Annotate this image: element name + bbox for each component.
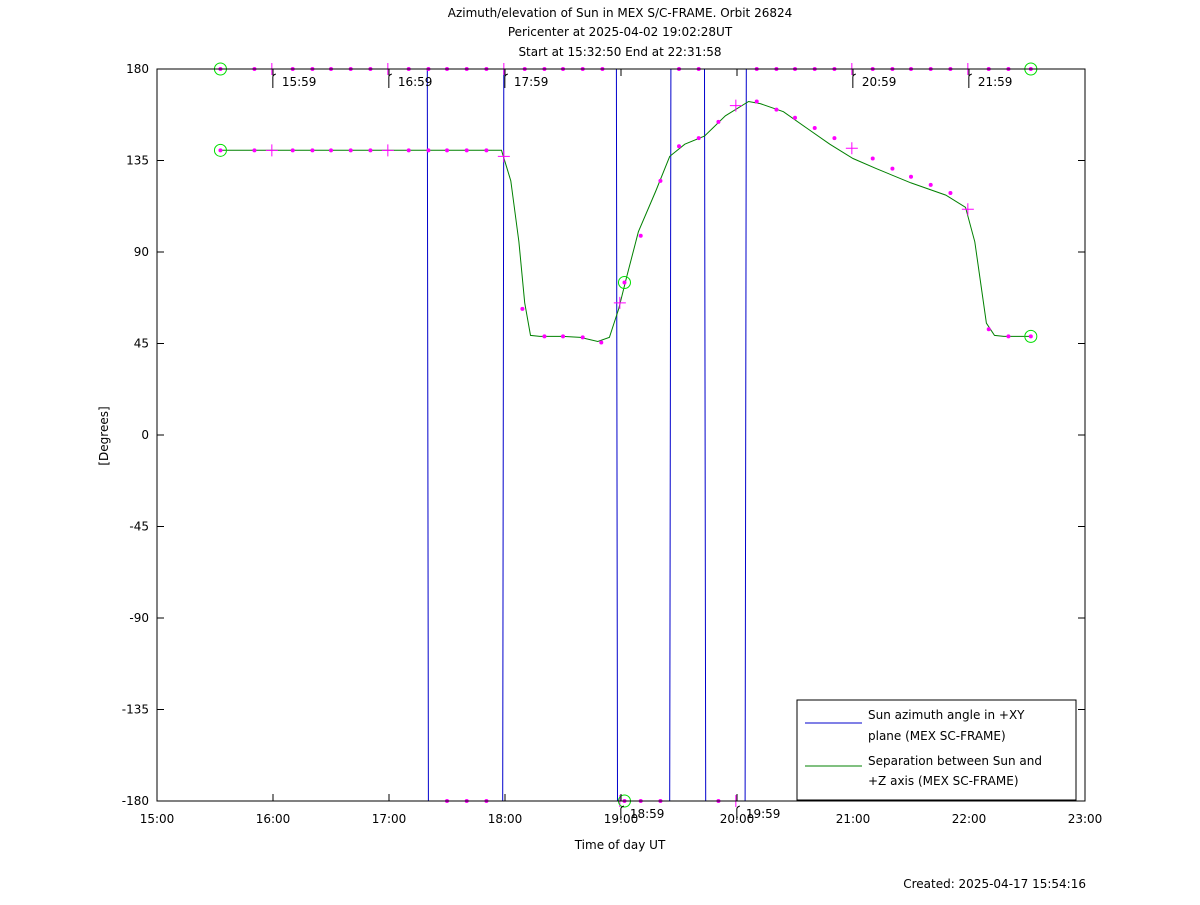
y-tick-label: -180 <box>122 794 149 808</box>
data-point-dot <box>870 156 875 161</box>
data-point-dot <box>716 119 721 124</box>
hour-label-text: 19:59 <box>746 807 781 821</box>
data-point-dot <box>677 144 681 149</box>
hour-label-text: 15:59 <box>282 75 317 89</box>
data-point-dot <box>406 148 411 153</box>
x-axis-label: Time of day UT <box>574 838 666 852</box>
y-axis-label: [Degrees] <box>97 406 111 465</box>
hour-label-text: 18:59 <box>630 807 665 821</box>
hour-cross-marker <box>845 142 858 155</box>
x-tick-label: 16:00 <box>256 812 291 826</box>
y-tick-label: 135 <box>126 154 149 168</box>
data-point-dot <box>329 148 333 153</box>
hour-label-text: 16:59 <box>398 75 433 89</box>
endpoint-dot <box>622 280 627 285</box>
data-point-dot <box>1006 334 1011 339</box>
data-point-dot <box>580 335 585 340</box>
legend-label-azimuth-line-1: Sun azimuth angle in +XY <box>868 708 1025 722</box>
data-point-dot <box>890 166 895 171</box>
data-point-dot <box>928 182 933 187</box>
x-tick-label: 18:00 <box>488 812 523 826</box>
data-point-dot <box>696 136 701 141</box>
plot-area <box>157 69 1085 801</box>
hour-cross-marker <box>729 99 742 112</box>
endpoint-circle-marker <box>617 276 631 289</box>
data-point-dot <box>793 115 797 120</box>
chart-title-line-3: Start at 15:32:50 End at 22:31:58 <box>518 45 721 59</box>
hour-label-hook <box>620 805 625 820</box>
data-point-dot <box>599 340 604 345</box>
endpoint-circle-marker <box>1024 329 1038 343</box>
data-point-dot <box>948 191 953 196</box>
data-point-dot <box>542 334 547 339</box>
legend-label-azimuth-line-2: plane (MEX SC-FRAME) <box>868 729 1006 743</box>
data-point-dot <box>658 178 663 183</box>
legend-label-separation-line-1: Separation between Sun and <box>868 754 1042 768</box>
y-tick-label: 45 <box>134 337 149 351</box>
hour-cross-marker <box>961 203 974 216</box>
data-point-dot <box>252 148 257 153</box>
y-tick-label: -45 <box>129 520 149 534</box>
y-tick-label: -90 <box>129 611 149 625</box>
hour-cross-marker <box>497 150 510 163</box>
x-tick-label: 19:00 <box>604 812 639 826</box>
chart-title-line-1: Azimuth/elevation of Sun in MEX S/C-FRAM… <box>448 6 793 20</box>
data-point-dot <box>368 148 373 153</box>
legend-box <box>796 699 1077 801</box>
data-point-dot <box>348 148 353 153</box>
data-point-dot <box>561 334 565 339</box>
legend-label-separation-line-2: +Z axis (MEX SC-FRAME) <box>868 774 1019 788</box>
hour-label-text: 21:59 <box>978 75 1013 89</box>
hour-cross-marker <box>613 296 626 309</box>
hour-cross-marker <box>265 144 278 157</box>
plot-background <box>157 69 1085 801</box>
hour-label-text: 17:59 <box>514 75 549 89</box>
endpoint-circle-marker <box>213 143 227 157</box>
axis-layer: 15:00 16:00 17:00 18:00 19:00 20:00 21:00 22:00… <box>122 62 1103 826</box>
data-point-dot <box>986 327 991 332</box>
x-tick-label: 15:00 <box>140 812 175 826</box>
data-point-dot <box>812 125 817 130</box>
x-tick-label: 22:00 <box>952 812 987 826</box>
hour-label-hook <box>736 805 741 820</box>
endpoint-dot <box>218 148 223 153</box>
y-tick-label: 0 <box>141 428 149 442</box>
data-point-dot <box>310 148 315 153</box>
hour-cross-marker <box>381 144 394 157</box>
data-point-dot <box>426 148 431 153</box>
data-point-dot <box>464 148 469 153</box>
series-line-separation <box>220 100 1031 343</box>
data-point-dot <box>445 148 449 153</box>
legend: Sun azimuth angle in +XY plane (MEX SC-F… <box>796 699 1077 801</box>
data-point-dot <box>754 99 759 104</box>
x-tick-label: 21:00 <box>836 812 871 826</box>
endpoint-dot <box>1028 334 1033 339</box>
chart-title-line-2: Pericenter at 2025-04-02 19:02:28UT <box>508 25 733 39</box>
y-tick-label: -135 <box>122 703 149 717</box>
x-tick-label: 17:00 <box>372 812 407 826</box>
data-point-dot <box>909 174 913 179</box>
data-point-dot <box>520 306 525 311</box>
x-tick-label: 23:00 <box>1068 812 1103 826</box>
x-tick-label: 20:00 <box>720 812 755 826</box>
created-footer: Created: 2025-04-17 15:54:16 <box>903 877 1086 891</box>
data-point-dot <box>774 107 779 112</box>
y-tick-label: 90 <box>134 245 149 259</box>
y-tick-label: 180 <box>126 62 149 76</box>
hour-label-text: 20:59 <box>862 75 897 89</box>
data-point-dot <box>832 136 837 141</box>
data-point-dot <box>484 148 489 153</box>
data-point-dot <box>638 233 643 238</box>
data-point-dot <box>290 148 295 153</box>
